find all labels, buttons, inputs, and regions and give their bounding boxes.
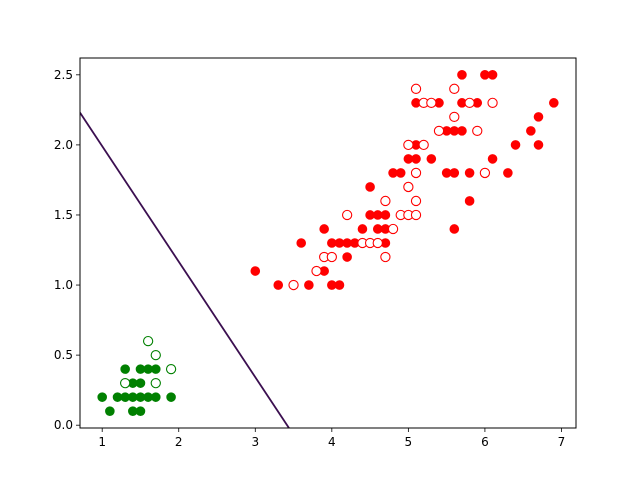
data-point	[97, 392, 107, 402]
data-point	[380, 251, 391, 263]
data-point	[533, 140, 544, 150]
data-point	[418, 139, 429, 151]
data-point	[449, 83, 460, 94]
data-point	[457, 126, 467, 136]
decision-boundary-layer	[80, 112, 290, 428]
data-point	[487, 97, 498, 108]
data-point	[410, 209, 422, 221]
data-point	[433, 125, 445, 137]
data-point	[304, 280, 314, 290]
data-point	[326, 251, 337, 263]
data-point	[342, 252, 352, 262]
data-point	[479, 167, 491, 179]
data-point	[150, 364, 161, 374]
data-point	[150, 392, 161, 402]
data-point	[105, 406, 115, 416]
y-tick-label: 0.5	[54, 348, 73, 362]
x-tick-label: 6	[481, 435, 489, 449]
data-point	[410, 167, 422, 179]
x-tick-label: 7	[558, 435, 566, 449]
x-tick-label: 3	[251, 435, 259, 449]
data-point	[150, 378, 161, 389]
data-point	[403, 181, 414, 193]
data-point	[395, 168, 406, 178]
data-point	[533, 112, 544, 122]
data-point	[311, 265, 322, 277]
y-tick-label: 1.5	[54, 208, 73, 222]
data-point	[410, 83, 422, 94]
data-point	[296, 238, 307, 248]
data-point	[487, 70, 498, 80]
data-point	[250, 266, 261, 276]
data-point	[510, 140, 521, 150]
data-point	[464, 196, 475, 206]
data-point	[449, 224, 460, 234]
x-tick-label: 1	[98, 435, 106, 449]
data-point	[457, 70, 467, 80]
x-axis: 1 2 3 4 5 6 7	[98, 428, 565, 449]
y-tick-label: 0.0	[54, 418, 73, 432]
data-point	[380, 210, 391, 220]
data-point	[472, 125, 483, 137]
data-point	[449, 111, 460, 123]
y-tick-label: 2.5	[54, 68, 73, 82]
data-point	[449, 168, 460, 178]
decision-boundary-line	[80, 112, 290, 428]
data-point	[334, 280, 345, 290]
data-point	[410, 195, 422, 207]
data-point	[273, 280, 284, 290]
data-point	[135, 378, 146, 388]
y-tick-label: 2.0	[54, 138, 73, 152]
data-point	[426, 97, 437, 108]
data-point	[549, 98, 559, 108]
data-point	[120, 364, 130, 374]
x-tick-label: 5	[405, 435, 413, 449]
data-point	[426, 154, 437, 164]
y-axis: 0.0 0.5 1.0 1.5 2.0 2.5	[54, 68, 80, 432]
data-point	[166, 392, 176, 402]
data-point	[464, 97, 475, 108]
axes-frame	[79, 57, 577, 429]
data-point	[341, 209, 353, 221]
y-tick-label: 1.0	[54, 278, 73, 292]
data-point	[165, 363, 177, 375]
data-point	[464, 168, 475, 178]
data-point	[411, 154, 421, 164]
data-point	[372, 237, 383, 249]
data-point	[526, 126, 536, 136]
data-point	[503, 168, 513, 178]
x-tick-label: 4	[328, 435, 336, 449]
data-point	[135, 406, 146, 416]
data-point	[380, 195, 391, 207]
data-point	[403, 139, 414, 151]
data-point	[319, 224, 329, 234]
data-point	[142, 335, 154, 347]
data-point	[487, 154, 498, 164]
data-point	[365, 182, 375, 192]
data-point	[120, 378, 131, 389]
data-points-layer	[97, 70, 559, 416]
data-point	[288, 279, 299, 291]
data-point	[150, 349, 161, 361]
data-point	[387, 223, 399, 235]
data-point	[357, 224, 368, 234]
x-tick-label: 2	[175, 435, 183, 449]
